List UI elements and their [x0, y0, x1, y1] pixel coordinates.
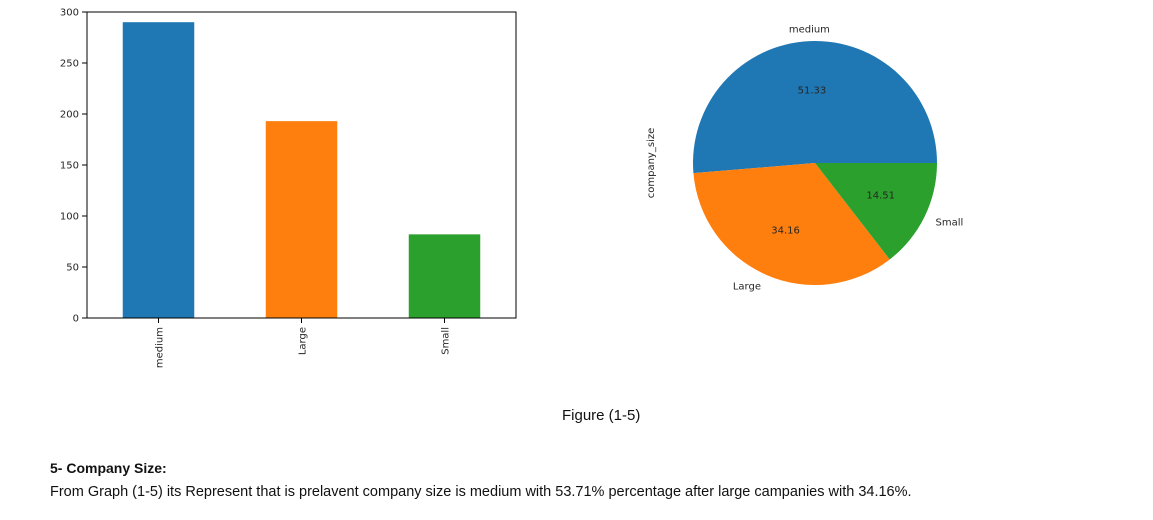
pie-ylabel: company_size — [646, 128, 657, 198]
y-tick-label: 0 — [73, 314, 79, 325]
bar-chart: 0 50 100 150 200 250 300 medium Large Small — [60, 8, 517, 368]
y-tick-label: 200 — [60, 110, 79, 121]
pie-pct-label: 51.33 — [798, 85, 827, 96]
y-tick-label: 300 — [60, 8, 79, 19]
bar-large — [265, 121, 338, 318]
pie-pct-label: 14.51 — [866, 191, 895, 202]
pie-slice-label: Small — [935, 218, 963, 229]
y-tick-label: 100 — [60, 212, 79, 223]
section-title: 5- Company Size: — [50, 460, 167, 476]
bar-medium — [122, 22, 195, 318]
x-tick-label: Large — [298, 327, 309, 355]
y-tick-label: 150 — [60, 161, 79, 172]
y-tick-label: 250 — [60, 59, 79, 70]
pie-chart: 51.33 medium 34.16 Large 14.51 Small company_s… — [646, 24, 963, 292]
pie-slice-label: medium — [789, 24, 830, 35]
y-tick-label: 50 — [66, 263, 79, 274]
pie-slice-label: Large — [733, 281, 761, 292]
figure-caption: Figure (1-5) — [562, 407, 641, 424]
bar-small — [408, 234, 481, 318]
plot-frame — [86, 11, 517, 319]
pie-slice-large — [693, 163, 890, 285]
pie-slice-medium — [693, 40, 937, 174]
x-tick-label: Small — [441, 327, 452, 355]
section-body: From Graph (1-5) its Represent that is p… — [50, 484, 912, 500]
x-tick-label: medium — [155, 327, 166, 368]
pie-pct-label: 34.16 — [771, 226, 800, 237]
pie-slice-small — [815, 163, 937, 260]
